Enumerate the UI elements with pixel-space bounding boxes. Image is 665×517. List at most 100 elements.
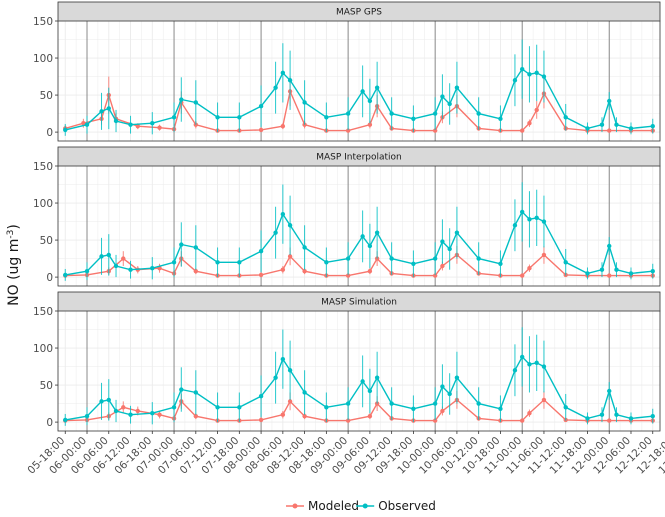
data-point [215,260,220,265]
y-tick-label: 50 [40,90,53,102]
legend-entry-modeled: Modeled [286,499,359,513]
data-point [440,384,445,389]
data-point [512,223,518,228]
data-point [128,122,133,127]
data-point [193,390,199,395]
panels: MASP GPS 0 50 100 150 MASP Interpolation 0 50 10… [33,1,661,432]
data-point [367,122,373,127]
data-point [367,243,373,249]
series-line [65,355,653,421]
data-point [324,260,329,265]
data-point [258,272,264,278]
data-point [237,260,242,265]
y-tick-label: 150 [33,16,53,28]
data-point [367,268,373,274]
data-point [287,223,293,228]
data-point [84,122,90,127]
y-tick-label: 100 [33,343,53,355]
data-point [628,126,634,131]
data-point [280,267,286,272]
legend-label: Modeled [308,499,359,513]
data-point [360,379,365,384]
data-point [607,273,612,278]
data-point [171,260,177,265]
panel-title: MASP Simulation [321,298,397,308]
y-tick-label: 100 [33,53,53,65]
data-point [519,66,525,72]
data-point [628,271,634,276]
data-point [527,217,532,222]
data-point [519,418,525,423]
data-point [447,101,452,107]
data-point [150,266,155,271]
data-point [63,417,68,423]
y-tick-label: 0 [46,127,53,139]
data-point [527,362,532,367]
data-point [106,252,111,258]
data-point [650,268,655,274]
data-point [280,123,286,129]
data-point [498,261,503,266]
data-point [563,405,568,410]
series-observed [63,39,655,136]
data-point [563,115,568,120]
data-point [367,388,373,394]
data-point [135,408,140,414]
data-point [99,399,104,404]
legend: Modeled Observed [286,499,436,513]
data-point [512,368,518,373]
data-point [121,405,126,410]
data-point [215,405,220,410]
data-point [476,111,481,116]
panel-border [57,165,661,287]
data-point [607,388,612,394]
data-point [287,399,293,404]
data-point [607,98,612,104]
y-tick-label: 150 [33,306,53,318]
data-point [157,125,162,130]
data-point [541,74,547,79]
y-tick-label: 100 [33,198,53,210]
data-point [113,263,119,269]
data-point [287,78,293,83]
data-point [280,211,286,217]
data-point [519,209,525,215]
legend-label: Observed [378,499,436,513]
data-point [541,397,547,403]
data-point [345,111,351,116]
data-point [541,219,547,224]
data-point [440,263,445,269]
series-modeled [63,246,655,278]
data-point [193,268,199,274]
data-point [157,412,162,417]
data-point [273,375,278,380]
data-point [614,267,619,272]
data-point [258,393,264,399]
data-point [498,116,503,121]
data-point [302,268,307,274]
data-point [614,412,619,417]
panel-border [57,310,661,432]
data-point [106,397,111,403]
data-point [258,417,264,423]
data-point [650,413,655,419]
data-point [411,116,416,121]
data-point [374,230,380,235]
data-point [389,111,394,116]
data-point [150,121,155,126]
y-tick-label: 0 [46,272,53,284]
series-observed [63,327,655,426]
data-point [389,401,394,406]
data-point [512,78,518,83]
data-point [360,234,365,239]
data-point [237,115,242,120]
data-point [258,103,264,109]
data-point [128,412,133,417]
data-point [541,252,547,258]
data-point [411,406,416,411]
data-point [135,123,140,129]
panel-masp-interpolation: MASP Interpolation 0 50 100 150 [33,146,661,287]
data-point [81,121,86,126]
data-point [258,127,264,133]
